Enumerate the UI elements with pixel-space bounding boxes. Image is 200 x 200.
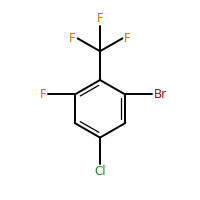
Text: Br: Br [154, 88, 167, 101]
Text: F: F [124, 32, 131, 45]
Text: F: F [97, 12, 103, 25]
Text: Cl: Cl [94, 165, 106, 178]
Text: F: F [69, 32, 76, 45]
Text: F: F [40, 88, 46, 101]
